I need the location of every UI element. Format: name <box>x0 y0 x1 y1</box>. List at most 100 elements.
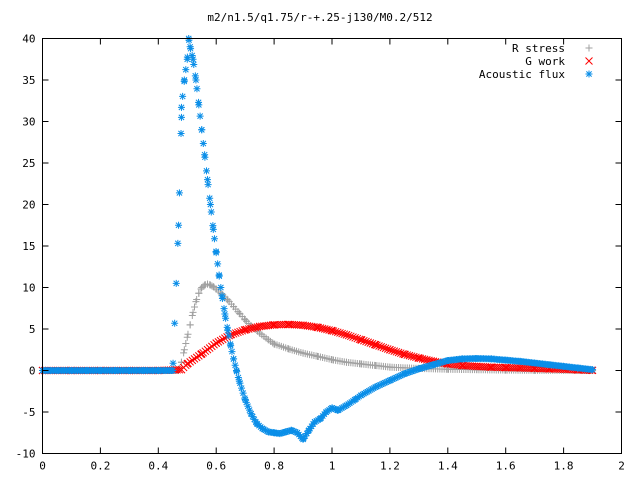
acoustic-flux-point <box>392 374 400 382</box>
g-work-point <box>399 350 407 358</box>
acoustic-flux-point <box>276 430 284 438</box>
r-stress-point <box>188 312 196 320</box>
acoustic-flux-point <box>191 72 199 80</box>
acoustic-flux-point <box>409 367 417 375</box>
acoustic-flux-point <box>381 379 389 387</box>
g-work-point <box>238 326 247 335</box>
g-work-point <box>236 327 244 336</box>
acoustic-flux-point <box>351 396 359 404</box>
acoustic-flux-point <box>209 222 217 230</box>
acoustic-flux-point <box>330 405 338 413</box>
acoustic-flux-point <box>231 361 239 369</box>
g-work-point <box>501 363 510 372</box>
g-work-point <box>368 339 377 348</box>
legend-marker <box>585 44 593 52</box>
y-tick-label: -10 <box>16 448 36 461</box>
acoustic-flux-point <box>487 355 495 363</box>
acoustic-flux-point <box>413 366 421 374</box>
acoustic-flux-point <box>204 181 212 189</box>
acoustic-flux-point <box>382 378 390 386</box>
acoustic-flux-point <box>177 103 185 111</box>
r-stress-point <box>230 303 238 311</box>
r-stress-point <box>285 345 293 353</box>
acoustic-flux-point <box>305 426 313 434</box>
g-work-point <box>212 339 221 347</box>
acoustic-flux-point <box>169 367 177 374</box>
r-stress-point <box>177 358 185 366</box>
x-tick-label: 1.6 <box>496 460 516 473</box>
acoustic-flux-point <box>516 357 524 365</box>
g-work-point <box>342 330 351 339</box>
r-stress-point <box>235 309 243 317</box>
g-work-point <box>241 325 250 334</box>
x-tick-label: 2 <box>618 460 625 473</box>
acoustic-flux-point <box>195 101 203 109</box>
g-work-point <box>407 352 416 361</box>
acoustic-flux-point <box>378 380 386 388</box>
g-work-point <box>197 350 206 358</box>
g-work-point <box>214 338 223 346</box>
acoustic-flux-point <box>201 151 209 159</box>
g-work-point <box>409 352 418 361</box>
g-work-point <box>392 347 401 356</box>
acoustic-flux-point <box>140 367 148 374</box>
g-work-point <box>325 326 333 334</box>
r-stress-point <box>328 356 336 364</box>
acoustic-flux-point <box>218 292 226 300</box>
y-tick-label: 0 <box>29 365 36 378</box>
acoustic-flux-point <box>236 379 244 387</box>
acoustic-flux-point <box>589 366 597 374</box>
acoustic-flux-point <box>212 249 220 257</box>
acoustic-flux-point <box>182 66 190 74</box>
r-stress-point <box>183 333 191 341</box>
g-work-point <box>394 348 403 357</box>
acoustic-flux-point <box>311 418 319 426</box>
x-tick-label: 0.2 <box>90 460 110 473</box>
acoustic-flux-point <box>235 377 243 385</box>
r-stress-point <box>241 316 249 324</box>
y-tick-label: 25 <box>22 157 35 170</box>
g-work-point <box>386 345 394 354</box>
acoustic-flux-point <box>154 367 162 374</box>
r-stress-point <box>195 289 203 297</box>
g-work-point <box>362 337 370 346</box>
g-work-point <box>379 343 388 352</box>
acoustic-flux-point <box>390 374 398 382</box>
acoustic-flux-point <box>125 367 133 374</box>
g-work-point <box>373 341 381 350</box>
acoustic-flux-point <box>406 368 414 376</box>
acoustic-flux-point <box>209 225 217 233</box>
acoustic-flux-point <box>473 354 481 362</box>
acoustic-flux-point <box>175 189 183 197</box>
acoustic-flux-point <box>444 357 452 365</box>
acoustic-flux-point <box>247 410 255 418</box>
legend-label: R stress <box>512 42 565 55</box>
acoustic-flux-point <box>386 376 394 384</box>
acoustic-flux-point <box>221 310 229 318</box>
acoustic-flux-point <box>210 235 218 243</box>
acoustic-flux-point <box>230 355 238 363</box>
x-tick-label: 0.8 <box>264 460 284 473</box>
acoustic-flux-point <box>203 167 211 175</box>
r-stress-point <box>386 363 394 371</box>
legend-label: G work <box>525 55 565 68</box>
acoustic-flux-point <box>175 221 183 229</box>
r-stress-point <box>189 308 197 316</box>
plot-area <box>38 35 597 443</box>
acoustic-flux-point <box>342 401 350 409</box>
acoustic-flux-point <box>374 382 382 390</box>
g-work-point <box>377 342 386 351</box>
plot-frame <box>42 38 622 454</box>
g-work-point <box>284 320 293 329</box>
g-work-point <box>255 322 264 331</box>
acoustic-flux-point <box>531 359 539 367</box>
y-tick-label: 40 <box>22 33 35 46</box>
acoustic-flux-point <box>217 284 225 291</box>
acoustic-flux-point <box>373 382 381 390</box>
acoustic-flux-point <box>395 372 403 380</box>
g-work-point <box>270 320 278 329</box>
acoustic-flux-point <box>198 126 206 134</box>
acoustic-flux-point <box>545 361 553 369</box>
acoustic-flux-point <box>249 413 257 421</box>
